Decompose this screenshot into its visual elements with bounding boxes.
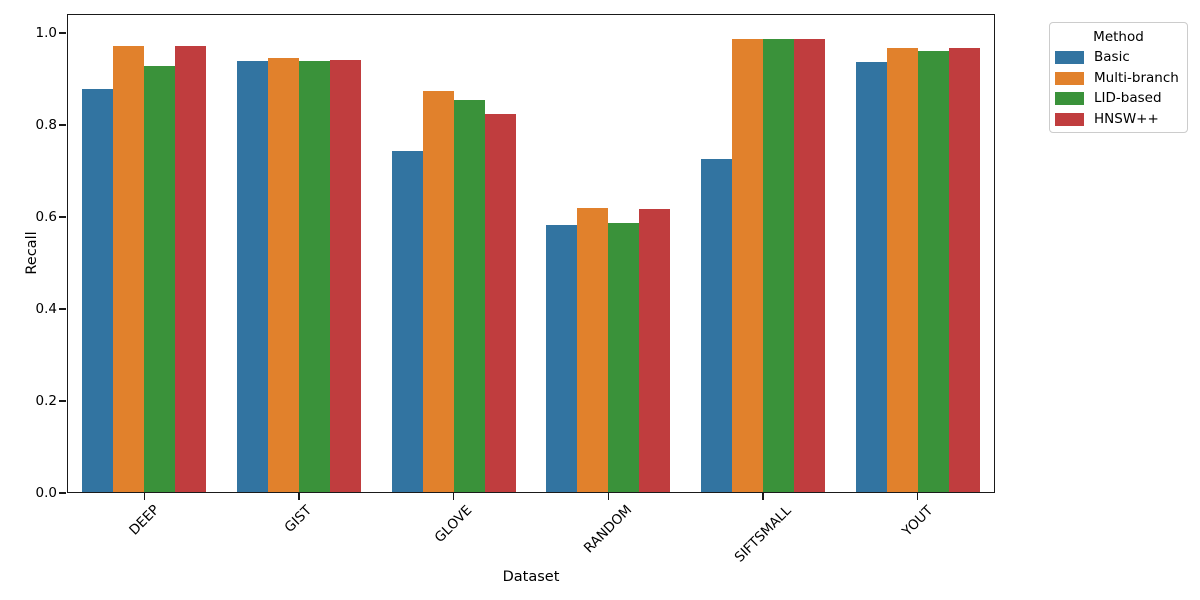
legend-title: Method: [1093, 29, 1144, 45]
x-tick-mark: [298, 493, 300, 500]
bar-yout-basic: [855, 62, 887, 493]
x-tick-mark: [452, 493, 455, 500]
legend-label: Basic: [1094, 48, 1130, 65]
bar-yout-multi-branch: [886, 48, 918, 493]
x-tick-label: SIFTSMALL: [731, 502, 795, 566]
y-tick-label: 0.8: [35, 117, 57, 133]
bar-deep-basic: [82, 88, 114, 493]
y-axis-label: Recall: [24, 231, 40, 275]
legend-entry-basic: Basic: [1050, 47, 1187, 68]
bar-yout-hnsw++: [948, 47, 980, 493]
y-tick-mark: [59, 32, 66, 34]
bar-random-hnsw++: [639, 208, 671, 493]
bar-siftsmall-basic: [701, 158, 733, 493]
y-tick-label: 0.2: [35, 393, 57, 409]
legend-entry-lid-based: LID-based: [1050, 89, 1187, 110]
legend-label: HNSW++: [1094, 111, 1159, 128]
x-tick-label: RANDOM: [580, 502, 636, 557]
bar-deep-hnsw++: [175, 45, 207, 493]
y-tick-label: 1.0: [35, 25, 57, 41]
y-tick-mark: [59, 400, 66, 402]
y-tick-label: 0.0: [35, 485, 57, 501]
x-tick-mark: [143, 493, 146, 500]
legend-swatch: [1055, 71, 1084, 85]
legend-entry-multi-branch: Multi-branch: [1050, 68, 1187, 89]
bar-gist-lid-based: [299, 61, 330, 493]
plot-area: [59, 14, 995, 500]
y-tick-label: 0.6: [35, 209, 57, 225]
bar-gist-basic: [237, 60, 269, 493]
x-tick-label: DEEP: [125, 502, 163, 539]
x-tick-label: GIST: [281, 502, 316, 536]
bar-glove-basic: [391, 151, 423, 493]
y-tick-mark: [59, 492, 66, 494]
legend-entry-hnsw++: HNSW++: [1050, 109, 1187, 130]
bar-gist-hnsw++: [329, 59, 361, 493]
legend-entries: Basic Multi-branch LID-based HNSW++: [1050, 47, 1187, 130]
x-tick-label: YOUT: [898, 502, 936, 540]
bar-random-lid-based: [608, 223, 640, 493]
legend: Method Basic Multi-branch LID-based HNSW++: [1049, 22, 1188, 133]
bar-siftsmall-multi-branch: [732, 38, 763, 493]
legend-swatch: [1055, 92, 1084, 106]
bar-yout-lid-based: [917, 50, 949, 493]
bar-glove-lid-based: [453, 99, 485, 493]
bar-deep-multi-branch: [113, 46, 145, 493]
bar-gist-multi-branch: [268, 57, 299, 493]
bar-siftsmall-hnsw++: [793, 38, 825, 493]
bar-random-basic: [546, 225, 578, 493]
y-tick-mark: [59, 216, 66, 218]
x-tick-mark: [916, 493, 919, 500]
legend-swatch: [1055, 50, 1084, 64]
y-tick-mark: [59, 308, 66, 310]
bar-glove-hnsw++: [484, 114, 516, 493]
x-axis-label: Dataset: [502, 569, 560, 585]
bar-deep-lid-based: [144, 66, 176, 493]
bar-siftsmall-lid-based: [763, 39, 794, 493]
x-tick-mark: [762, 493, 764, 500]
x-tick-label: GLOVE: [431, 502, 476, 546]
bar-glove-multi-branch: [422, 90, 454, 493]
y-tick-mark: [59, 124, 66, 126]
y-tick-label: 0.4: [35, 301, 57, 317]
x-tick-mark: [607, 493, 610, 500]
legend-swatch: [1055, 113, 1084, 127]
legend-label: Multi-branch: [1094, 69, 1179, 86]
bar-random-multi-branch: [577, 207, 609, 493]
legend-label: LID-based: [1094, 90, 1162, 107]
